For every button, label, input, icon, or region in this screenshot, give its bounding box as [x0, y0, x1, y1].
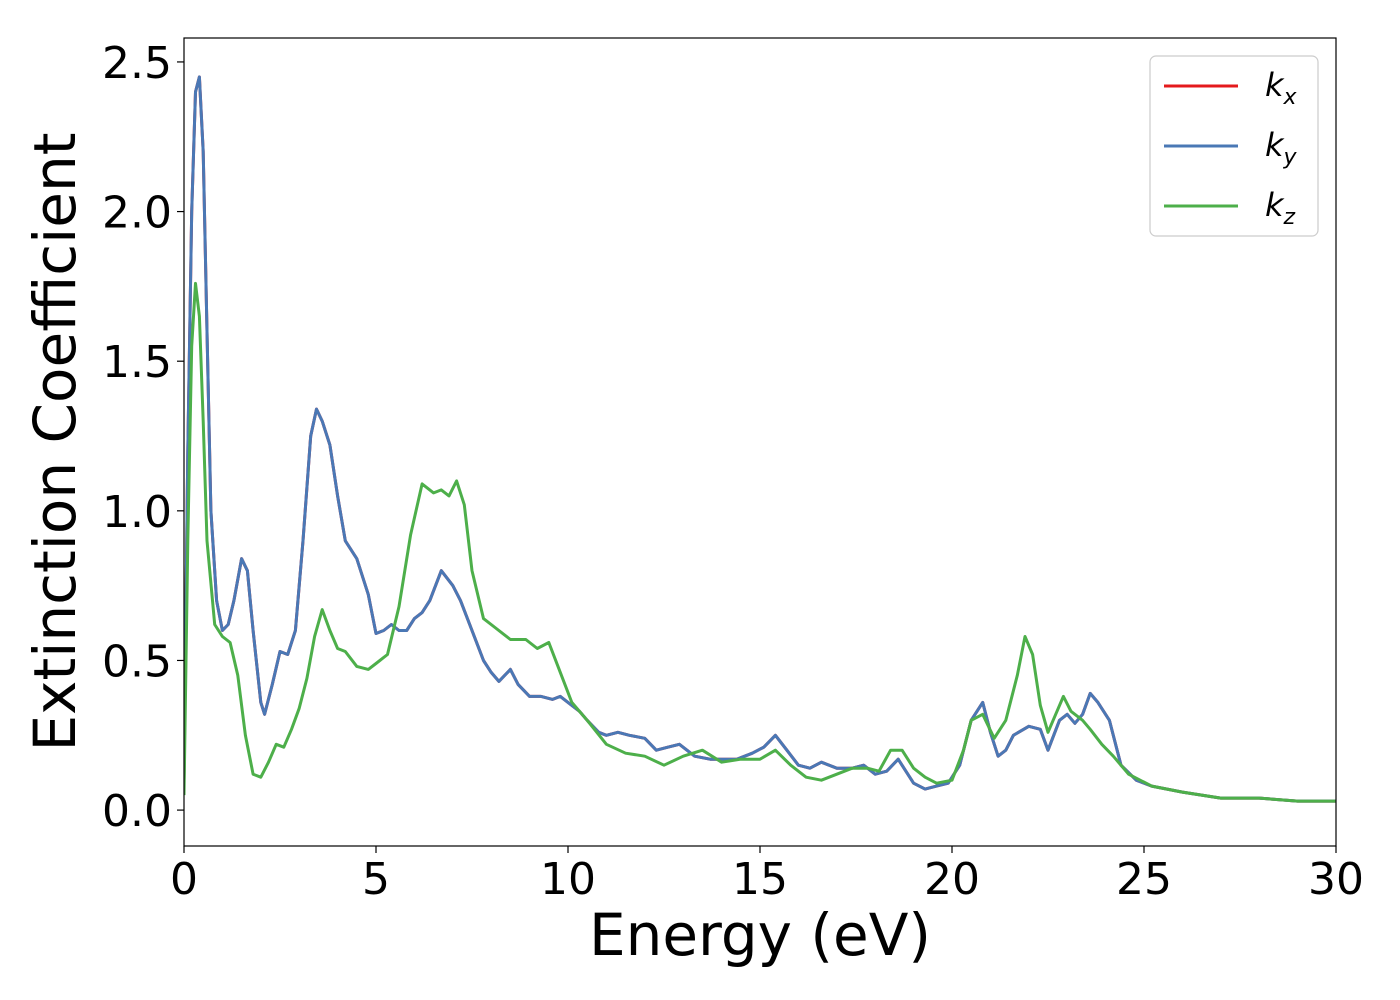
- legend-label-kz: kz: [1265, 186, 1296, 230]
- x-tick-label: 0: [170, 854, 198, 905]
- legend-label-ky: ky: [1265, 126, 1298, 170]
- x-tick-label: 10: [540, 854, 596, 905]
- y-tick-label: 2.5: [102, 38, 172, 89]
- y-tick-label: 1.0: [102, 487, 172, 538]
- series-line-kz: [184, 281, 1336, 803]
- y-axis-ticks: 0.0 0.5 1.0 1.5 2.0 2.5: [102, 38, 184, 837]
- y-tick-label: 0.5: [102, 636, 172, 687]
- plot-area: [183, 37, 1337, 847]
- x-tick-label: 20: [924, 854, 980, 905]
- legend-label-kx: kx: [1265, 66, 1298, 110]
- y-tick-label: 2.0: [102, 188, 172, 239]
- x-tick-label: 15: [732, 854, 788, 905]
- x-axis-label: Energy (eV): [589, 901, 931, 969]
- x-tick-label: 30: [1308, 854, 1364, 905]
- x-axis-ticks: 0 5 10 15 20 25 30: [170, 846, 1364, 905]
- y-tick-label: 0.0: [102, 786, 172, 837]
- y-axis-label: Extinction Coefficient: [21, 133, 89, 752]
- series-lines: [184, 75, 1336, 803]
- legend: kx ky kz: [1149, 55, 1319, 237]
- x-tick-label: 25: [1116, 854, 1172, 905]
- x-tick-label: 5: [362, 854, 390, 905]
- y-tick-label: 1.5: [102, 337, 172, 388]
